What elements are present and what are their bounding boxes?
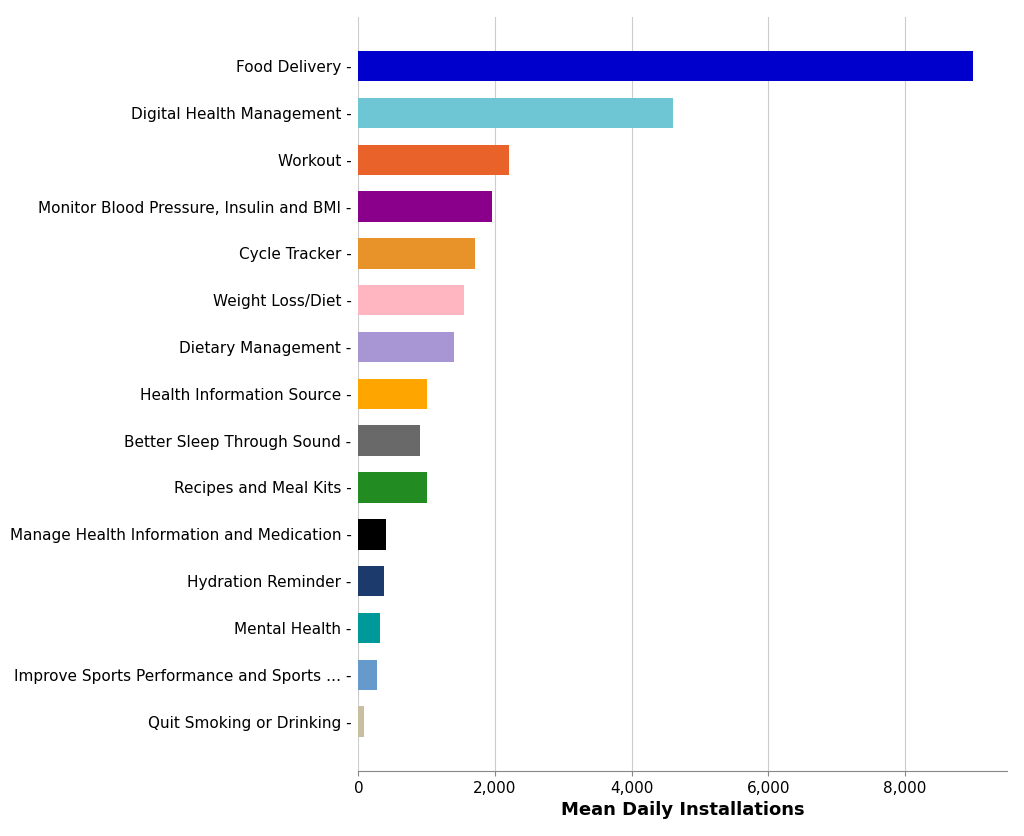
- Bar: [358, 613, 380, 643]
- Bar: [358, 706, 364, 737]
- Y-axis label: Cluster Names: Cluster Names: [0, 320, 4, 467]
- Bar: [358, 472, 427, 502]
- Bar: [358, 660, 377, 690]
- Bar: [358, 98, 673, 128]
- Bar: [358, 51, 973, 81]
- Bar: [358, 238, 474, 268]
- Bar: [358, 379, 427, 409]
- Bar: [358, 285, 464, 315]
- X-axis label: Mean Daily Installations: Mean Daily Installations: [561, 802, 805, 819]
- Bar: [358, 332, 454, 362]
- Bar: [358, 191, 492, 222]
- Bar: [358, 145, 509, 175]
- Bar: [358, 566, 384, 596]
- Bar: [358, 519, 386, 549]
- Bar: [358, 426, 420, 456]
